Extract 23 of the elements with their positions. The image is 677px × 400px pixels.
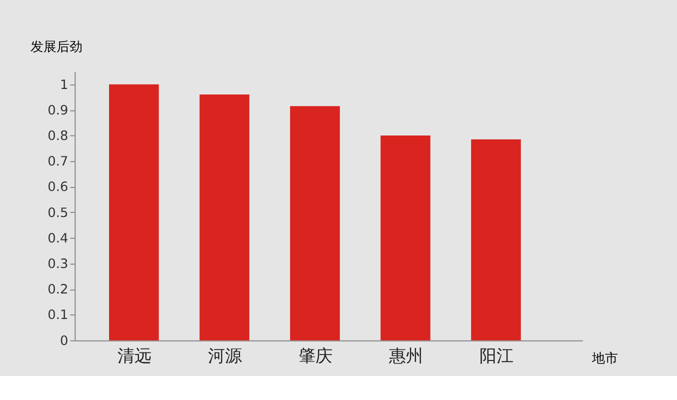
y-tick-label: 0.1 [48,308,68,324]
y-axis-title: 发展后劲 [30,40,82,56]
y-tick-label: 0.9 [48,103,68,118]
y-tick-label: 0.2 [48,282,68,298]
y-tick-label: 0.3 [48,257,68,272]
y-tick-label: 0.6 [48,180,68,196]
x-axis-title: 地市 [590,352,618,367]
y-tick-label: 0.8 [48,129,68,144]
y-tick-label: 1 [60,78,68,93]
y-tick-label: 0 [60,334,68,349]
y-tick-label: 0.4 [48,231,68,246]
x-tick-label: 阳江 [479,346,514,366]
x-tick-label: 清远 [117,346,152,366]
y-tick-label: 0.5 [48,206,68,221]
x-tick-label: 河源 [208,346,242,366]
bar [109,84,159,340]
y-tick-label: 0.7 [48,154,68,170]
x-tick-label: 惠州 [388,346,423,366]
bar [471,139,521,340]
bar [200,94,250,340]
bar [380,136,430,340]
bar [290,106,340,340]
x-tick-label: 肇庆 [298,346,332,366]
